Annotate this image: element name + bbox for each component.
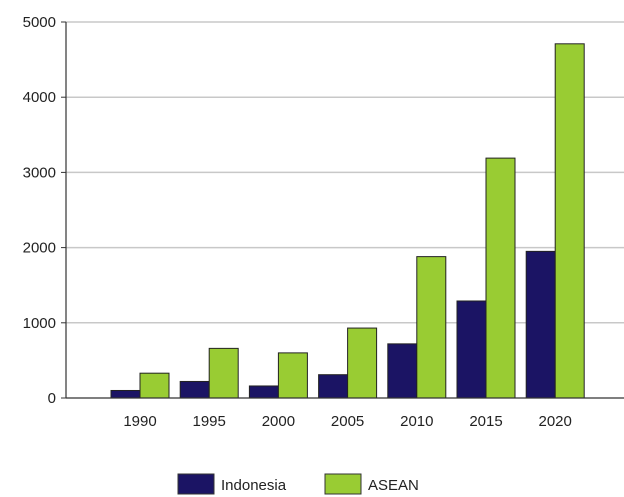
legend-swatch-asean — [324, 473, 362, 495]
legend-label-asean: ASEAN — [368, 477, 419, 494]
x-tick-label: 1995 — [193, 413, 226, 430]
bar-indonesia-2000 — [248, 385, 279, 399]
bar-indonesia-2015 — [456, 300, 487, 399]
y-tick-label: 5000 — [23, 14, 56, 31]
y-axis-ticks: 0 1000 2000 3000 4000 5000 — [23, 14, 66, 407]
x-axis-ticks: 1990 1995 2000 2005 2010 2015 2020 — [123, 413, 572, 430]
bar-asean-2020 — [554, 43, 585, 399]
y-tick-label: 2000 — [23, 240, 56, 257]
bar-indonesia-1990 — [110, 389, 141, 399]
axes — [65, 22, 624, 399]
legend-swatch-indonesia — [177, 473, 215, 495]
x-tick-label: 1990 — [123, 413, 156, 430]
bar-indonesia-2010 — [387, 343, 418, 399]
bar-asean-1990 — [139, 372, 170, 399]
y-tick-label: 0 — [48, 390, 56, 407]
x-tick-label: 2010 — [400, 413, 433, 430]
y-tick-label: 4000 — [23, 89, 56, 106]
x-tick-label: 2000 — [262, 413, 295, 430]
y-tick-label: 1000 — [23, 315, 56, 332]
x-tick-label: 2005 — [331, 413, 364, 430]
bar-asean-1995 — [208, 347, 239, 399]
legend: Indonesia ASEAN — [177, 473, 419, 495]
x-tick-label: 2015 — [469, 413, 502, 430]
y-tick-label: 3000 — [23, 164, 56, 181]
x-tick-label: 2020 — [539, 413, 572, 430]
bar-asean-2005 — [347, 327, 378, 399]
bar-indonesia-2005 — [318, 374, 349, 399]
bar-indonesia-1995 — [179, 380, 210, 399]
legend-label-indonesia: Indonesia — [221, 477, 287, 494]
bar-asean-2000 — [277, 352, 308, 399]
bar-indonesia-2020 — [525, 250, 556, 399]
bars — [110, 43, 585, 399]
bar-asean-2010 — [416, 256, 447, 399]
bar-asean-2015 — [485, 157, 516, 399]
